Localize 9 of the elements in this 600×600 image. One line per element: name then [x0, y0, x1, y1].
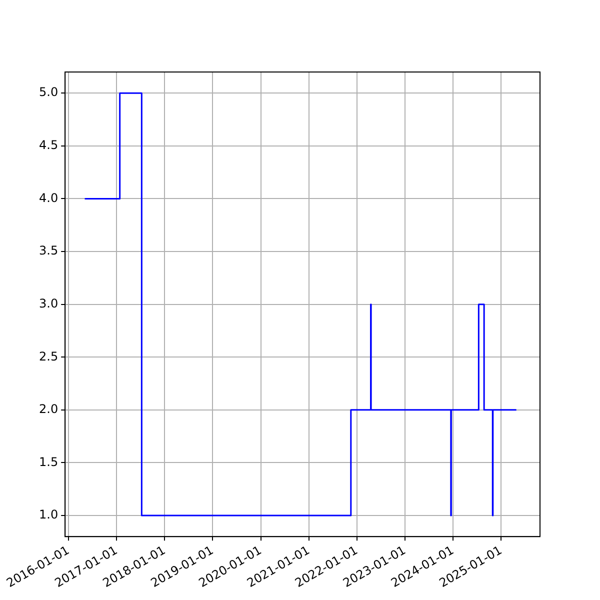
y-tick-label: 3.5 [38, 244, 58, 258]
y-tick-label: 1.0 [38, 508, 58, 522]
y-tick-label: 4.0 [38, 190, 58, 205]
y-tick-label: 4.5 [38, 138, 58, 152]
y-tick-label: 3.0 [38, 296, 58, 310]
y-tick-label: 5.0 [38, 85, 58, 100]
y-tick-label: 1.5 [38, 454, 58, 469]
y-tick-label: 2.0 [38, 402, 58, 416]
y-tick-label: 2.5 [38, 349, 58, 364]
